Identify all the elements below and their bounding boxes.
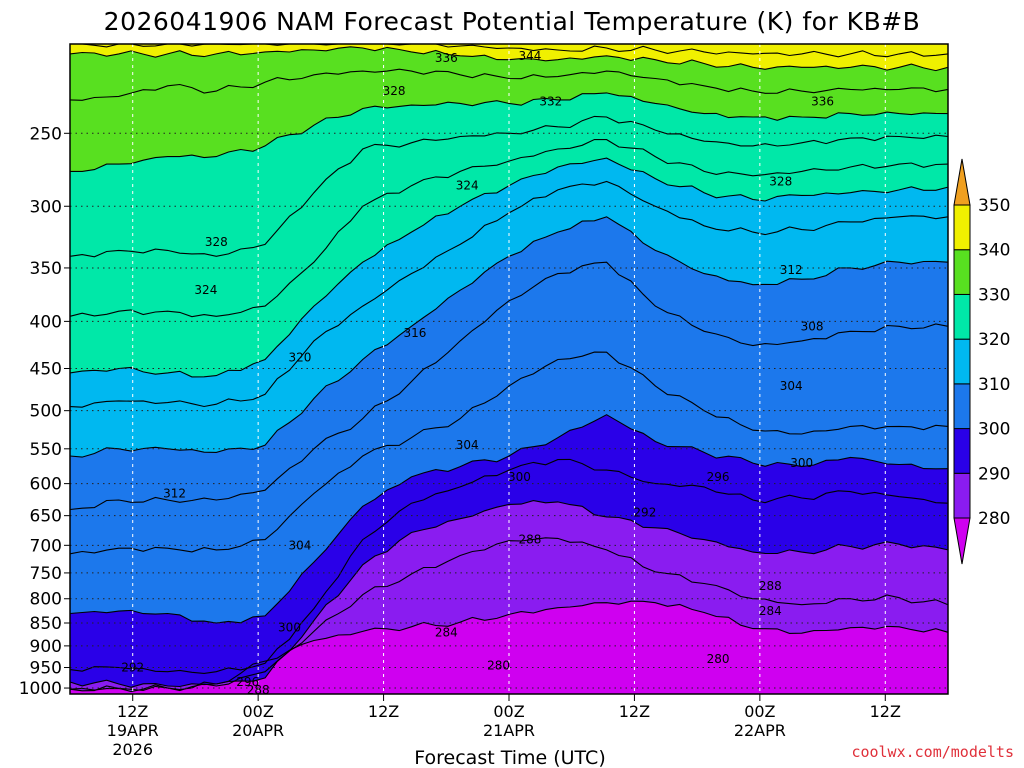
contour-label: 336 [435,51,458,65]
x-tick-label: 2026 [112,740,153,759]
x-axis-label: Forecast Time (UTC) [414,747,605,768]
contour-label: 296 [707,470,730,484]
y-tick-label: 300 [30,197,62,217]
colorbar-segment [953,293,971,340]
y-tick-label: 700 [30,536,62,556]
x-tick-label: 12Z [368,702,399,721]
plot-area: 344 336 328 332 336 324 328 328 324 312 316 308 320 3… [69,43,949,697]
colorbar-label: 350 [978,196,1010,216]
colorbar-label: 280 [978,509,1010,529]
x-tick-label: 00Z [242,702,273,721]
contour-label: 292 [633,506,656,520]
contour-328 [69,115,949,258]
x-tick-label: 00Z [744,702,775,721]
colorbar-label: 340 [978,241,1010,261]
y-tick-label: 500 [30,402,62,422]
contour-label: 312 [163,487,186,501]
contour-332 [70,92,949,172]
contour-label: 280 [487,658,510,672]
y-axis: 250 300 350 400 450 500 550 600 650 700 750 800 850 9… [19,124,70,699]
colorbar-segment [953,472,971,519]
contour-label: 308 [801,319,824,333]
contour-292 [69,500,949,688]
y-tick-label: 1000 [19,679,62,699]
contour-300 [69,414,949,624]
contour-label: 312 [780,263,803,277]
contour-296 [69,458,949,674]
contour-label: 332 [539,95,562,109]
contour-label: 288 [759,579,782,593]
chart-title: 2026041906 NAM Forecast Potential Temper… [104,7,921,36]
y-tick-label: 950 [30,659,62,679]
contour-308 [69,261,949,511]
y-tick-label: 800 [30,590,62,610]
contour-label: 284 [759,604,782,618]
colorbar-label: 290 [978,464,1010,484]
contour-label: 320 [288,351,311,365]
colorbar-label: 330 [978,285,1010,305]
colorbar-segment [953,249,971,295]
contour-label: 344 [518,49,541,63]
y-tick-label: 550 [30,440,62,460]
x-tick-label: 20APR [232,721,284,740]
y-tick-label: 250 [30,124,62,144]
contour-336 [69,68,949,101]
x-tick-label: 12Z [619,702,650,721]
contour-label: 280 [707,652,730,666]
y-tick-label: 850 [30,614,62,634]
colorbar-label: 310 [978,375,1010,395]
y-tick-label: 350 [30,259,62,279]
y-tick-label: 900 [30,637,62,657]
contour-label: 300 [508,470,531,484]
contour-label: 292 [121,661,144,675]
colorbar-segment [953,338,971,385]
contour-label: 328 [383,84,406,98]
x-tick-label: 12Z [870,702,901,721]
colorbar-segment [953,428,971,474]
colorbar-label: 300 [978,420,1010,440]
colorbar-label: 320 [978,330,1010,350]
contour-label: 324 [456,179,479,193]
contour-label: 288 [518,533,541,547]
contour-label: 284 [435,625,458,639]
colorbar-arrow-bottom [953,517,971,565]
contour-label: 304 [456,438,479,452]
contour-label: 300 [790,456,813,470]
y-tick-label: 750 [30,564,62,584]
y-tick-label: 650 [30,507,62,527]
contour-label: 336 [811,95,834,109]
contour-label: 304 [288,538,311,552]
band-fill-344 [70,44,948,57]
contour-label: 328 [769,174,792,188]
y-tick-label: 400 [30,312,62,332]
x-tick-label: 12Z [117,702,148,721]
credit-text: coolwx.com/modelts [851,743,1014,761]
contour-304 [69,351,949,555]
contour-label: 296 [236,675,259,689]
y-tick-label: 600 [30,475,62,495]
contour-label: 328 [205,235,228,249]
x-tick-label: 21APR [483,721,535,740]
contour-324 [69,138,949,318]
x-tick-label: 00Z [493,702,524,721]
y-tick-label: 450 [30,360,62,380]
contour-288 [69,537,949,693]
x-tick-label: 19APR [107,721,159,740]
contour-label: 300 [278,621,301,635]
contour-label: 316 [403,326,426,340]
colorbar-arrow-top [953,158,971,206]
x-tick-label: 22APR [734,721,786,740]
colorbar: 280 290 300 310 320 330 340 350 [953,158,1010,565]
contour-label: 304 [780,379,803,393]
contour-label: 324 [194,283,217,297]
colorbar-segment [953,204,971,251]
colorbar-segment [953,383,971,430]
